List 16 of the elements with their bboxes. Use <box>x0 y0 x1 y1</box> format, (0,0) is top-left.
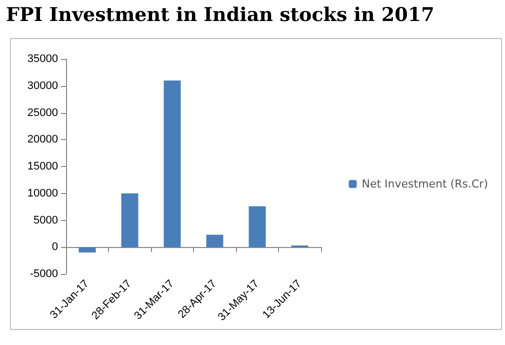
bar <box>248 206 266 248</box>
y-tick-label: 30000 <box>27 80 58 92</box>
bar <box>164 80 181 248</box>
y-tick-label: 10000 <box>27 187 58 200</box>
y-tick-label: 20000 <box>27 134 58 146</box>
y-tick-label: 0 <box>52 241 58 254</box>
y-tick-label: 15000 <box>27 160 58 172</box>
y-tick-label: 35000 <box>27 53 58 65</box>
y-tick-label: -5000 <box>30 268 58 280</box>
bar <box>206 234 224 248</box>
bar <box>121 193 138 248</box>
y-tick-label: 25000 <box>27 106 58 119</box>
chart-title: FPI Investment in Indian stocks in 2017 <box>6 4 434 26</box>
y-tick-label: 5000 <box>34 214 58 226</box>
bar <box>78 247 96 252</box>
legend-label: Net Investment (Rs.Cr) <box>362 178 488 190</box>
